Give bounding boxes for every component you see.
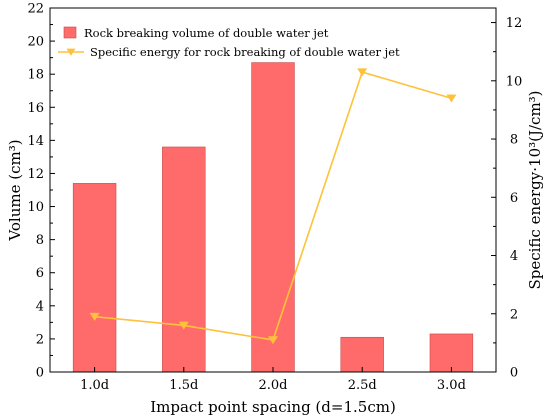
legend-line-marker <box>66 48 76 56</box>
x-tick-label: 1.0d <box>80 378 109 393</box>
y-right-tick-label: 4 <box>510 249 518 264</box>
ticks-layer: 0 2 4 6 8 10 12 14 16 18 20 22 0 2 4 6 8 10 12 1.0d 1.5d 2.0d… <box>27 2 522 394</box>
specific-energy-point-1.0d <box>89 312 100 321</box>
legend-line-label: Specific energy for rock breaking of dou… <box>90 45 400 59</box>
y-axis-right-title: Specific energy·10³(J/cm³) <box>526 90 544 289</box>
y-left-tick-label: 10 <box>27 200 44 215</box>
bar-1.0d <box>72 183 117 373</box>
x-axis-title: Impact point spacing (d=1.5cm) <box>150 398 396 416</box>
x-tick-label: 1.5d <box>169 378 198 393</box>
specific-energy-point-2.5d <box>357 68 368 77</box>
y-right-tick-label: 2 <box>510 307 518 322</box>
y-left-tick-label: 2 <box>36 332 44 347</box>
y-right-tick-label: 6 <box>510 191 518 206</box>
line-layer <box>89 68 457 345</box>
y-left-tick-label: 4 <box>36 299 44 314</box>
y-left-tick-label: 6 <box>36 266 44 281</box>
y-left-tick-label: 18 <box>27 68 44 83</box>
y-left-tick-label: 20 <box>27 35 44 50</box>
bar-3.0d <box>429 333 474 373</box>
specific-energy-point-1.5d <box>178 321 189 330</box>
legend-bar-swatch <box>63 26 77 39</box>
y-right-tick-label: 10 <box>506 74 523 89</box>
x-tick-label: 3.0d <box>437 378 466 393</box>
specific-energy-point-3.0d <box>446 94 457 103</box>
legend-bar-label: Rock breaking volume of double water jet <box>84 26 329 40</box>
bar-1.5d <box>162 146 206 373</box>
legend: Rock breaking volume of double water jet… <box>58 26 400 59</box>
x-tick-label: 2.0d <box>259 378 288 393</box>
y-right-tick-label: 8 <box>510 133 518 148</box>
bar-2.5d <box>340 336 384 373</box>
x-tick-label: 2.5d <box>348 378 377 393</box>
y-left-tick-label: 0 <box>36 366 44 381</box>
bars-layer <box>72 62 474 373</box>
y-right-tick-label: 12 <box>506 16 523 31</box>
y-left-tick-label: 8 <box>36 233 44 248</box>
y-left-tick-label: 14 <box>27 134 44 149</box>
bar-2.0d <box>251 62 295 373</box>
y-left-tick-label: 16 <box>27 101 44 116</box>
y-axis-left-title: Volume (cm³) <box>6 139 24 241</box>
specific-energy-point-2.0d <box>268 336 278 345</box>
y-right-tick-label: 0 <box>510 366 518 381</box>
y-left-tick-label: 22 <box>27 2 44 17</box>
y-left-tick-label: 12 <box>27 167 44 182</box>
